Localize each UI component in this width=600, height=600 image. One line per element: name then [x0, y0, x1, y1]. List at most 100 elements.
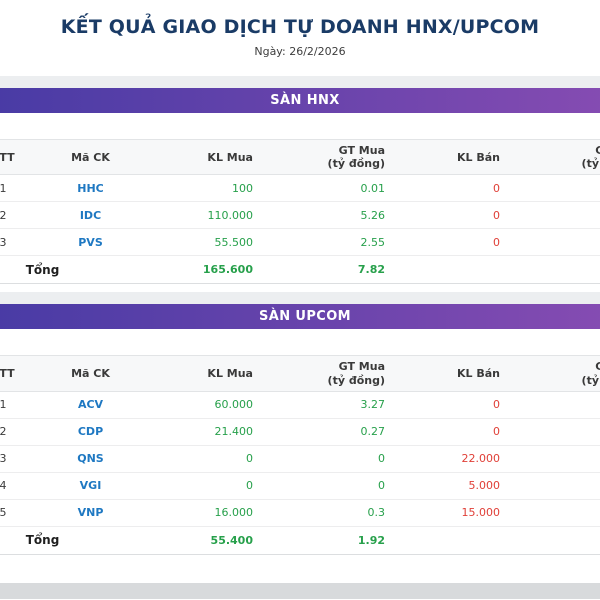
kl-mua-value: 60.000 — [130, 391, 269, 419]
section-divider — [0, 76, 600, 88]
ticker-cell: ACV — [51, 391, 130, 419]
gt-mua-value: 0.01 — [269, 174, 401, 203]
col-header-gt-ban: GT Bán (tỷ đồng) — [516, 355, 600, 392]
kl-ban-value: 15.000 — [401, 499, 516, 527]
total-kl-mua: 55.400 — [130, 525, 269, 555]
col-header-gt-mua: GT Mua (tỷ đồng) — [269, 355, 401, 392]
col-header-gt-mua: GT Mua (tỷ đồng) — [269, 138, 401, 176]
kl-ban-value: 0 — [401, 228, 516, 257]
column-header-row: STT Mã CK KL Mua GT Mua (tỷ đồng) KL Bán… — [0, 355, 600, 392]
ticker-cell: VNP — [51, 499, 130, 527]
kl-mua-value: 110.000 — [130, 201, 269, 230]
ticker-cell: PVS — [51, 228, 130, 257]
row-index: 2 — [0, 418, 51, 446]
ticker-link[interactable]: ACV — [77, 398, 104, 412]
upcom-banner: SÀN UPCOM — [0, 304, 600, 330]
ticker-link[interactable]: PVS — [78, 235, 103, 249]
gt-mua-value: 0.27 — [269, 418, 401, 446]
kl-ban-value: 0 — [401, 201, 516, 230]
upcom-table: STT Mã CK KL Mua GT Mua (tỷ đồng) KL Bán… — [0, 355, 600, 555]
total-label: Tổng — [0, 255, 130, 285]
ticker-link[interactable]: VNP — [77, 506, 104, 520]
row-index: 5 — [0, 499, 51, 527]
kl-mua-value: 0 — [130, 445, 269, 473]
kl-ban-value: 5.000 — [401, 472, 516, 500]
table-row: 1 HHC 100 0.01 0 — [0, 174, 600, 203]
row-index: 3 — [0, 228, 51, 257]
kl-mua-value: 100 — [130, 174, 269, 203]
col-header-kl-ban: KL Bán — [401, 355, 516, 392]
hnx-table: STT Mã CK KL Mua GT Mua (tỷ đồng) KL Bán… — [0, 138, 600, 285]
gt-ban-value — [516, 174, 600, 203]
footer-strip — [0, 582, 600, 599]
page-title: KẾT QUẢ GIAO DỊCH TỰ DOANH HNX/UPCOM — [60, 16, 540, 38]
kl-mua-value: 55.500 — [130, 228, 269, 257]
gt-ban-value — [516, 418, 600, 446]
total-gt-mua: 1.92 — [269, 525, 401, 555]
gt-mua-value: 5.26 — [269, 201, 401, 230]
gt-ban-value — [516, 391, 600, 419]
ticker-link[interactable]: IDC — [79, 208, 102, 222]
kl-ban-value: 0 — [401, 418, 516, 446]
row-index: 2 — [0, 201, 51, 230]
column-header-row: STT Mã CK KL Mua GT Mua (tỷ đồng) KL Bán… — [0, 138, 600, 176]
total-kl-ban — [401, 525, 516, 555]
gt-ban-value — [516, 499, 600, 527]
col-header-gt-ban: GT Bán (tỷ đồng) — [516, 138, 600, 176]
row-index: 1 — [0, 174, 51, 203]
hnx-section: SÀN HNX STT Mã CK KL Mua GT Mua (tỷ đồng… — [0, 88, 600, 293]
kl-mua-value: 21.400 — [130, 418, 269, 446]
col-header-ma-ck: Mã CK — [51, 138, 130, 176]
kl-mua-value: 16.000 — [130, 499, 269, 527]
total-row: Tổng 55.400 1.92 — [0, 525, 600, 555]
ticker-cell: CDP — [51, 418, 130, 446]
gt-mua-value: 2.55 — [269, 228, 401, 257]
gt-mua-value: 0 — [269, 445, 401, 473]
gt-mua-value: 0.3 — [269, 499, 401, 527]
upcom-section: SÀN UPCOM STT Mã CK KL Mua GT Mua (tỷ đồ… — [0, 304, 600, 563]
total-row: Tổng 165.600 7.82 — [0, 255, 600, 285]
table-row: 3 QNS 0 0 22.000 — [0, 445, 600, 473]
bottom-spacer — [0, 562, 600, 583]
kl-ban-value: 0 — [401, 391, 516, 419]
table-row: 1 ACV 60.000 3.27 0 — [0, 391, 600, 419]
total-gt-mua: 7.82 — [269, 255, 401, 285]
ticker-link[interactable]: CDP — [77, 425, 104, 439]
total-gt-ban — [516, 255, 600, 285]
total-kl-mua: 165.600 — [130, 255, 269, 285]
section-divider — [0, 292, 600, 305]
gt-mua-value: 0 — [269, 472, 401, 500]
col-header-kl-mua: KL Mua — [130, 138, 269, 176]
ticker-cell: HHC — [51, 174, 130, 203]
ticker-link[interactable]: VGI — [79, 479, 102, 493]
gt-ban-value — [516, 445, 600, 473]
ticker-cell: IDC — [51, 201, 130, 230]
gt-ban-value — [516, 228, 600, 257]
report-date: Ngày: 26/2/2026 — [254, 45, 346, 58]
row-index: 4 — [0, 472, 51, 500]
total-kl-ban — [401, 255, 516, 285]
row-index: 1 — [0, 391, 51, 419]
table-row: 3 PVS 55.500 2.55 0 — [0, 228, 600, 257]
col-header-stt: STT — [0, 355, 51, 392]
col-header-kl-mua: KL Mua — [130, 355, 269, 392]
row-index: 3 — [0, 445, 51, 473]
table-row: 4 VGI 0 0 5.000 — [0, 472, 600, 500]
total-gt-ban — [516, 525, 600, 555]
gt-ban-value — [516, 201, 600, 230]
ticker-link[interactable]: HHC — [77, 181, 104, 195]
ticker-link[interactable]: QNS — [77, 452, 104, 466]
col-header-ma-ck: Mã CK — [51, 355, 130, 392]
col-header-kl-ban: KL Bán — [401, 138, 516, 176]
gt-ban-value — [516, 472, 600, 500]
ticker-cell: QNS — [51, 445, 130, 473]
col-header-stt: STT — [0, 138, 51, 176]
kl-ban-value: 22.000 — [401, 445, 516, 473]
table-row: 2 IDC 110.000 5.26 0 — [0, 201, 600, 230]
hnx-banner: SÀN HNX — [0, 88, 600, 113]
table-row: 2 CDP 21.400 0.27 0 — [0, 418, 600, 446]
gt-mua-value: 3.27 — [269, 391, 401, 419]
kl-mua-value: 0 — [130, 472, 269, 500]
report-header: KẾT QUẢ GIAO DỊCH TỰ DOANH HNX/UPCOM Ngà… — [0, 0, 600, 76]
total-label: Tổng — [0, 525, 130, 555]
